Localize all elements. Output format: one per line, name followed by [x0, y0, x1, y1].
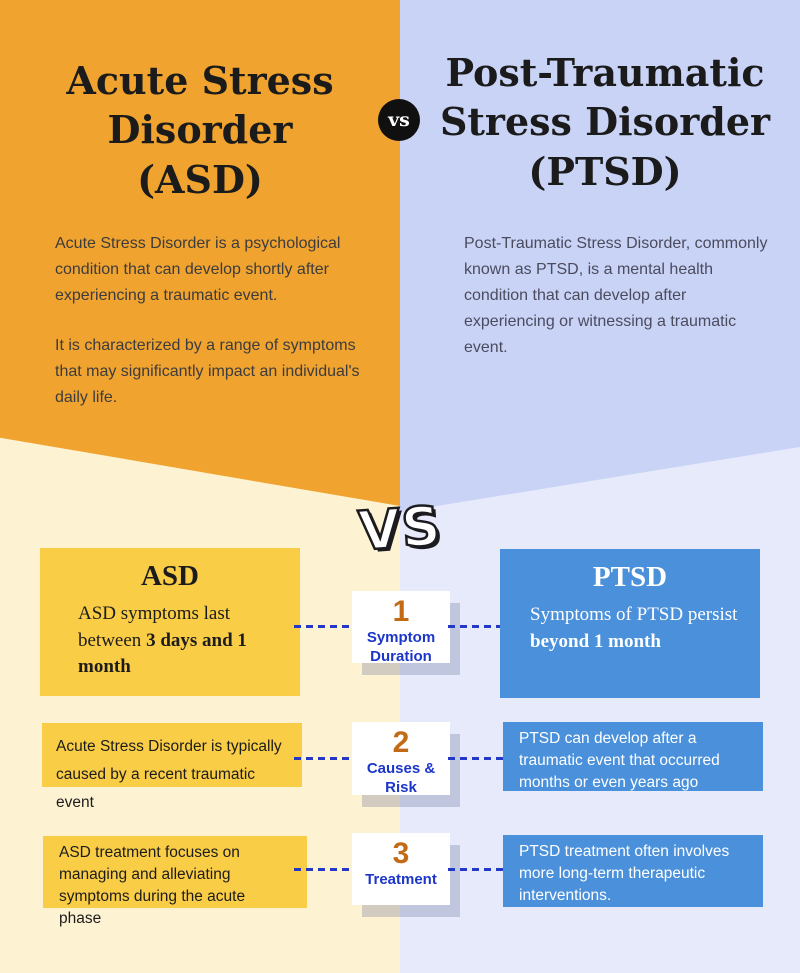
connector-dash-left-1 [294, 625, 352, 628]
ptsd-box-row2-text: PTSD can develop after a traumatic event… [519, 730, 720, 791]
connector-dash-right-2 [448, 757, 506, 760]
ptsd-box-row1-text: Symptoms of PTSD persist beyond 1 month [530, 602, 740, 655]
asd-title-line: Disorder [107, 107, 293, 153]
ptsd-row1-text: Symptoms of PTSD persist [530, 604, 738, 625]
vs-circle-badge: vs [378, 99, 420, 141]
connector-dash-left-2 [294, 757, 352, 760]
card-1-label: Symptom Duration [366, 629, 436, 665]
connector-dash-left-3 [294, 868, 352, 871]
asd-row1-bold-text: 3 days and 1 month [78, 629, 247, 678]
asd-box-title: ASD [140, 560, 199, 592]
card-3-number: 3 [392, 837, 410, 870]
card-2-label: Causes & Risk [366, 760, 436, 796]
asd-box-row1-text: ASD symptoms last between 3 days and 1 m… [78, 601, 276, 681]
ptsd-box-row1: PTSD Symptoms of PTSD persist beyond 1 m… [500, 549, 760, 698]
ptsd-intro: Post-Traumatic Stress Disorder, commonly… [464, 231, 770, 361]
number-card-2: 2 Causes & Risk [352, 722, 450, 796]
asd-box-row2: Acute Stress Disorder is typically cause… [42, 723, 302, 811]
asd-intro-paragraph-2: It is characterized by a range of sympto… [55, 336, 360, 406]
vs-badge-label: vs [388, 109, 410, 131]
asd-title-line: Acute Stress [66, 58, 334, 103]
asd-intro: Acute Stress Disorder is a psychological… [55, 231, 360, 410]
ptsd-box-title: PTSD [592, 561, 668, 593]
card-1-number: 1 [392, 595, 410, 628]
connector-dash-right-1 [448, 625, 506, 628]
connector-dash-right-3 [448, 868, 506, 871]
card-3-label: Treatment [365, 871, 437, 888]
ptsd-title-line: Post-Traumatic [445, 50, 765, 95]
ptsd-box-row2: PTSD can develop after a traumatic event… [503, 722, 763, 791]
asd-box-row1: ASD ASD symptoms last between 3 days and… [40, 548, 300, 696]
number-card-1: 1 Symptom Duration [352, 591, 450, 665]
asd-intro-paragraph-1: Acute Stress Disorder is a psychological… [55, 235, 341, 304]
ptsd-title: Post-Traumatic Stress Disorder (PTSD) [418, 48, 792, 196]
ptsd-title-line: Stress Disorder [439, 99, 771, 145]
card-2-number: 2 [392, 726, 410, 759]
ptsd-title-line: (PTSD) [528, 148, 682, 194]
asd-box-row3-text: ASD treatment focuses on managing and al… [59, 844, 246, 927]
asd-title-line: (ASD) [137, 156, 263, 202]
number-card-3: 3 Treatment [352, 833, 450, 905]
asd-box-row2-text: Acute Stress Disorder is typically cause… [56, 738, 282, 812]
asd-title: Acute Stress Disorder (ASD) [20, 56, 380, 204]
ptsd-row1-bold-text: beyond 1 month [530, 630, 661, 652]
asd-box-row3: ASD treatment focuses on managing and al… [43, 836, 307, 927]
orange-header-panel [0, 0, 400, 506]
asd-row1-text: ASD symptoms last between [78, 603, 231, 651]
lavender-header-panel [400, 0, 800, 512]
ptsd-box-row3: PTSD treatment often involves more long-… [503, 835, 763, 907]
ptsd-intro-paragraph-1: Post-Traumatic Stress Disorder, commonly… [464, 235, 768, 356]
ptsd-box-row3-text: PTSD treatment often involves more long-… [519, 843, 730, 904]
vs-divider-text: VS [355, 493, 444, 564]
